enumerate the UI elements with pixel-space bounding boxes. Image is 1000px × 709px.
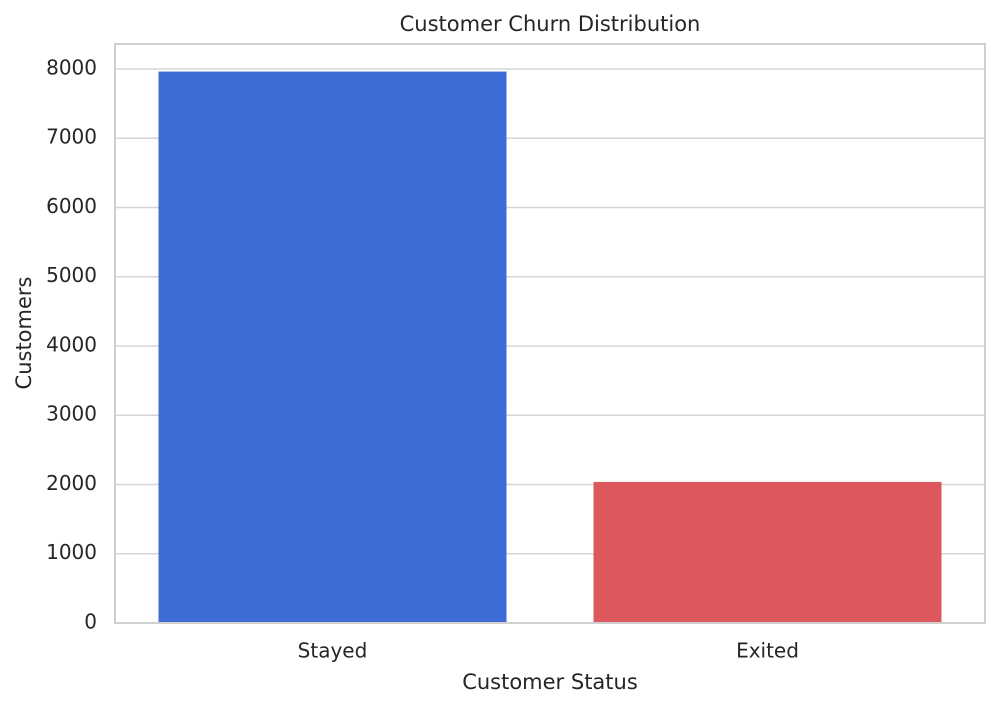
- y-tick-label: 6000: [46, 194, 97, 218]
- x-axis-label: Customer Status: [462, 670, 638, 694]
- x-tick-label: Stayed: [298, 639, 368, 663]
- y-tick-label: 3000: [46, 402, 97, 426]
- y-axis-label: Customers: [12, 277, 36, 390]
- y-tick-label: 7000: [46, 125, 97, 149]
- bar: [593, 481, 942, 623]
- y-tick-label: 0: [84, 610, 97, 634]
- y-tick-label: 1000: [46, 540, 97, 564]
- bar: [158, 71, 507, 624]
- y-tick-label: 8000: [46, 55, 97, 79]
- chart-title: Customer Churn Distribution: [400, 12, 701, 36]
- y-tick-label: 5000: [46, 263, 97, 287]
- y-tick-label: 2000: [46, 471, 97, 495]
- y-tick-label: 4000: [46, 332, 97, 356]
- x-tick-label: Exited: [736, 639, 799, 663]
- plot-frame: [114, 43, 986, 624]
